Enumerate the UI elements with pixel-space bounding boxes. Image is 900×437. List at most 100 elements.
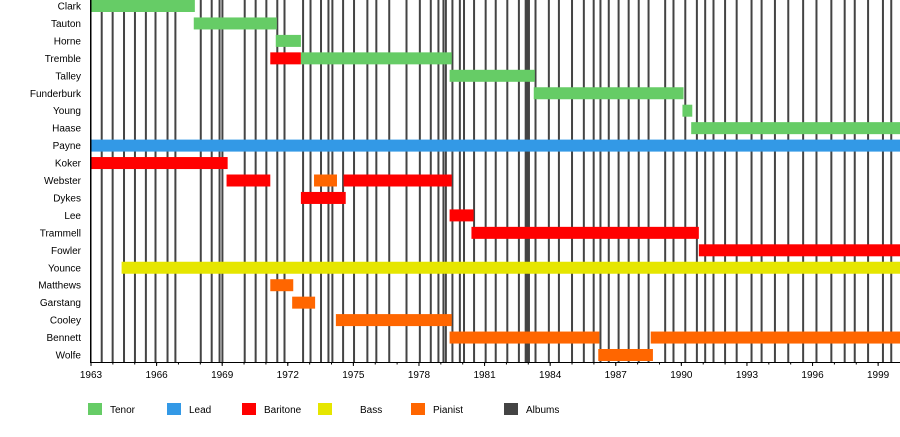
member-label: Webster: [44, 176, 82, 187]
x-major-tick: [680, 362, 682, 366]
member-bar-tenor: [91, 0, 195, 12]
album-line: [750, 0, 753, 362]
x-minor-tick: [440, 362, 442, 365]
album-line: [647, 0, 650, 362]
album-line: [547, 0, 550, 362]
album-line: [607, 0, 610, 362]
member-bar-tenor: [449, 69, 535, 82]
x-tick-label: 1984: [539, 370, 562, 381]
member-label: Lee: [64, 211, 81, 222]
x-minor-tick: [199, 362, 201, 365]
legend-label: Bass: [360, 405, 382, 416]
member-label: Haase: [52, 124, 81, 135]
album-line: [637, 0, 640, 362]
album-line: [843, 0, 846, 362]
x-minor-tick: [331, 362, 333, 365]
x-major-tick: [484, 362, 486, 366]
member-bar-lead: [91, 139, 900, 152]
x-major-tick: [352, 362, 354, 366]
album-line: [210, 0, 213, 362]
album-line: [154, 0, 157, 362]
legend-swatch-bass: [318, 403, 332, 415]
album-line: [557, 0, 560, 362]
album-line: [830, 0, 833, 362]
album-line: [802, 0, 805, 362]
album-line: [684, 0, 687, 362]
x-minor-tick: [833, 362, 835, 365]
x-axis: 1963 1966 1969 1972 1975 1978 1981 1984 1987 1990…: [80, 0, 900, 381]
legend-swatch-pianist: [411, 403, 425, 415]
legend-label: Baritone: [264, 405, 302, 416]
x-minor-tick: [265, 362, 267, 365]
album-line: [526, 0, 529, 362]
legend-swatch-baritone: [242, 403, 256, 415]
album-line: [100, 0, 103, 362]
x-minor-tick: [462, 362, 464, 365]
x-minor-tick: [593, 362, 595, 365]
member-label: Trammell: [40, 228, 81, 239]
x-minor-tick: [768, 362, 770, 365]
member-label: Koker: [55, 159, 82, 170]
y-axis-line: [90, 0, 92, 363]
member-bar-pianist: [650, 331, 900, 344]
member-label: Tremble: [45, 54, 82, 65]
legend: Tenor Lead Baritone Bass Pianist Albums: [88, 403, 559, 416]
x-major-tick: [549, 362, 551, 366]
x-minor-tick: [112, 362, 114, 365]
x-major-tick: [221, 362, 223, 366]
x-tick-label: 1981: [473, 370, 496, 381]
x-tick-label: 1975: [342, 370, 365, 381]
member-bar-baritone: [91, 157, 228, 170]
member-bar-baritone: [343, 174, 452, 187]
album-line: [712, 0, 715, 362]
member-label: Wolfe: [56, 351, 82, 362]
member-bar-baritone: [270, 52, 301, 65]
album-line: [524, 0, 527, 362]
legend-label: Lead: [189, 405, 211, 416]
album-line: [890, 0, 893, 362]
x-tick-label: 1972: [277, 370, 300, 381]
album-line: [773, 0, 776, 362]
member-bar-tenor: [682, 104, 693, 117]
album-line: [853, 0, 856, 362]
album-line: [815, 0, 818, 362]
member-bar-pianist: [292, 296, 316, 309]
x-tick-label: 1987: [605, 370, 628, 381]
member-label: Dykes: [53, 193, 81, 204]
album-line: [166, 0, 169, 362]
album-line: [199, 0, 202, 362]
album-line: [704, 0, 707, 362]
album-line: [283, 0, 286, 362]
album-line: [760, 0, 763, 362]
x-minor-tick: [702, 362, 704, 365]
album-line: [451, 0, 454, 362]
member-bar-tenor: [193, 17, 277, 30]
x-tick-label: 1990: [670, 370, 693, 381]
x-major-tick: [287, 362, 289, 366]
album-line: [517, 0, 520, 362]
album-line: [276, 0, 279, 362]
member-label: Clark: [58, 2, 82, 13]
album-line: [111, 0, 114, 362]
x-minor-tick: [571, 362, 573, 365]
x-minor-tick: [658, 362, 660, 365]
x-minor-tick: [637, 362, 639, 365]
album-line: [881, 0, 884, 362]
x-minor-tick: [790, 362, 792, 365]
x-tick-label: 1993: [736, 370, 759, 381]
album-line: [664, 0, 667, 362]
x-major-tick: [90, 362, 92, 366]
x-minor-tick: [505, 362, 507, 365]
legend-swatch-lead: [167, 403, 181, 415]
member-label: Payne: [53, 141, 82, 152]
album-line: [787, 0, 790, 362]
member-label: Bennett: [47, 333, 82, 344]
x-major-tick: [156, 362, 158, 366]
x-minor-tick: [134, 362, 136, 365]
album-line: [867, 0, 870, 362]
album-line: [534, 0, 537, 362]
member-bar-tenor: [300, 52, 452, 65]
member-bar-tenor: [275, 34, 301, 47]
member-bar-tenor: [691, 122, 900, 135]
x-minor-tick: [855, 362, 857, 365]
